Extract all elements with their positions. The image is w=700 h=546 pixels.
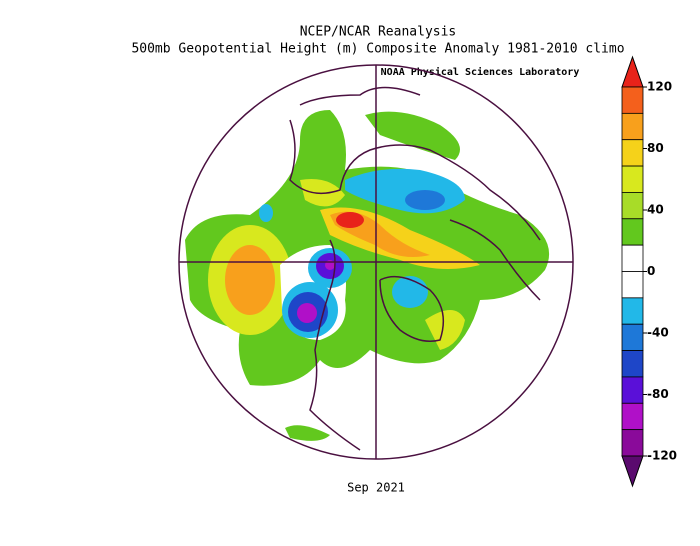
colorbar-arrow-bottom bbox=[621, 455, 644, 488]
colorbar-segment bbox=[621, 376, 644, 404]
colorbar-tick-label: 0 bbox=[647, 264, 655, 278]
colorbar-tick-label: 80 bbox=[647, 141, 664, 155]
colorbar-segment bbox=[621, 350, 644, 378]
date: Sep 2021 bbox=[347, 481, 405, 495]
source: NOAA Physical Sciences Laboratory bbox=[381, 66, 580, 78]
colorbar-tick-label: -40 bbox=[647, 326, 669, 340]
colorbar-segment bbox=[621, 271, 644, 299]
colorbar-segment bbox=[621, 112, 644, 141]
subtitle: 500mb Geopotential Height (m) Composite … bbox=[131, 42, 624, 57]
title: NCEP/NCAR Reanalysis bbox=[300, 25, 457, 40]
colorbar-tick-label: -120 bbox=[647, 449, 677, 463]
colorbar-tick-label: -80 bbox=[647, 387, 669, 401]
colorbar-segment bbox=[621, 429, 644, 457]
anomaly-map bbox=[185, 110, 550, 441]
colorbar-segment bbox=[621, 218, 644, 246]
colorbar-segment bbox=[621, 86, 644, 114]
colorbar-arrow-top bbox=[621, 55, 644, 88]
colorbar-segment bbox=[621, 297, 644, 325]
colorbar-tick-label: 120 bbox=[647, 80, 672, 94]
colorbar-segment bbox=[621, 192, 644, 220]
colorbar-segment bbox=[621, 402, 644, 431]
colorbar: 120 80 40 0 -40 -80 -120 bbox=[621, 55, 677, 488]
coastlines bbox=[178, 64, 574, 460]
colorbar-tick-label: 40 bbox=[647, 203, 664, 217]
colorbar-segment bbox=[621, 244, 644, 272]
colorbar-segment bbox=[621, 139, 644, 167]
colorbar-segment bbox=[621, 165, 644, 193]
colorbar-segment bbox=[621, 323, 644, 351]
